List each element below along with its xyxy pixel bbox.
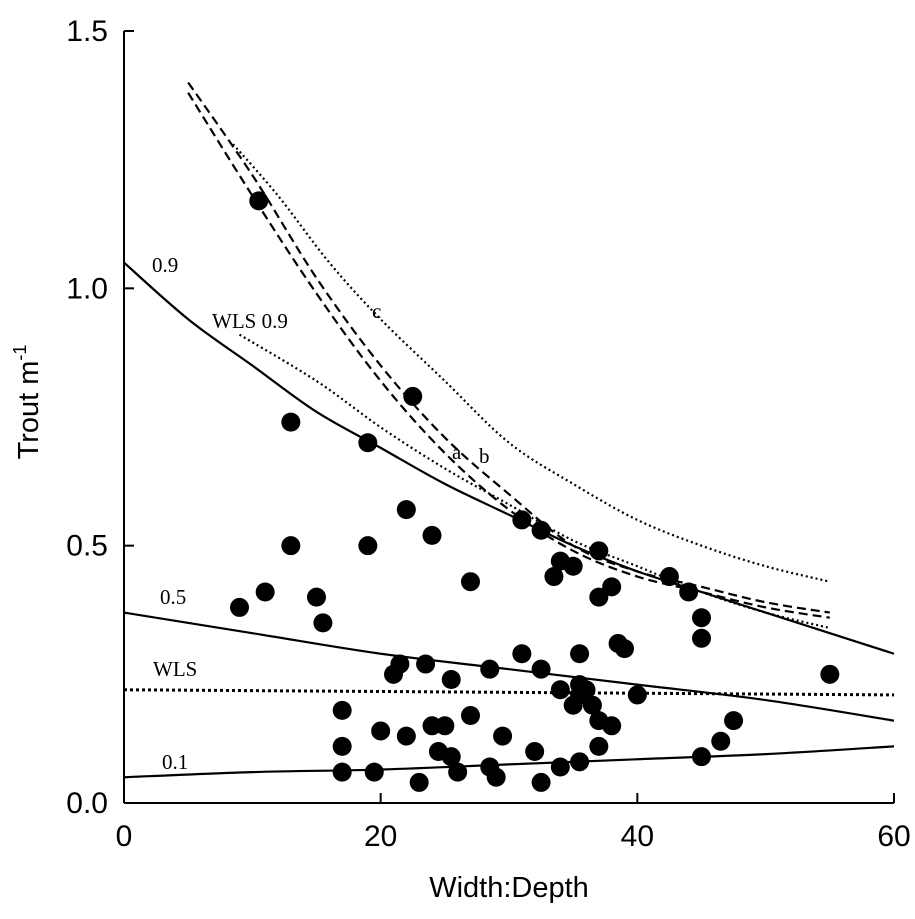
- data-point: [550, 757, 570, 777]
- data-point: [589, 587, 609, 607]
- data-point: [570, 752, 590, 772]
- data-point: [679, 582, 699, 602]
- data-point: [307, 587, 326, 607]
- data-point: [371, 721, 391, 741]
- labels: Width:Depth Trout m-1 0.9 0.5 0.1 WLS WLS 0.…: [10, 253, 589, 904]
- curve-label-wls: WLS: [153, 657, 197, 681]
- data-point: [332, 762, 352, 782]
- data-point: [332, 736, 352, 756]
- curve-wls: [123, 688, 895, 697]
- data-point: [422, 525, 442, 545]
- x-tick-label: 0: [116, 820, 133, 853]
- curve-label-0-9: 0.9: [152, 253, 178, 277]
- data-point: [332, 700, 352, 720]
- curve-label-0-5: 0.5: [160, 585, 186, 609]
- data-point: [692, 747, 711, 767]
- curve-0-9: [123, 261, 895, 655]
- data-point: [531, 659, 551, 679]
- data-point: [486, 767, 506, 787]
- data-point: [525, 742, 545, 762]
- data-point: [396, 726, 416, 746]
- y-tick-label: 1.5: [66, 15, 108, 48]
- data-point: [480, 659, 500, 679]
- data-point: [435, 716, 455, 736]
- curve-label-c: c: [372, 299, 381, 323]
- data-point: [281, 412, 301, 432]
- data-point: [550, 680, 570, 700]
- data-point: [563, 695, 583, 715]
- data-point: [582, 695, 602, 715]
- data-point: [711, 731, 731, 751]
- data-point: [358, 433, 378, 453]
- data-point: [820, 664, 840, 684]
- data-point: [441, 747, 461, 767]
- data-point: [230, 597, 249, 617]
- data-point: [627, 685, 647, 705]
- data-point: [692, 628, 711, 648]
- data-point: [589, 541, 609, 561]
- data-point: [461, 572, 480, 592]
- data-point: [255, 582, 275, 602]
- curve-0-5: [123, 611, 895, 722]
- data-point: [589, 711, 609, 731]
- data-point: [358, 536, 378, 556]
- y-axis-title-superscript: -1: [10, 345, 30, 361]
- data-point: [409, 772, 429, 792]
- data-point: [724, 711, 744, 731]
- data-point: [589, 736, 609, 756]
- x-tick-label: 40: [621, 820, 654, 853]
- curve-label-b: b: [479, 444, 490, 468]
- curves: [123, 81, 895, 779]
- curve-0-1: [123, 745, 895, 779]
- data-point: [531, 520, 551, 540]
- data-point: [692, 608, 711, 628]
- x-tick-label: 20: [364, 820, 397, 853]
- curve-c: [232, 143, 831, 583]
- data-point: [563, 556, 583, 576]
- curve-wls-0-9: [238, 333, 831, 630]
- curve-label-wls-0-9: WLS 0.9: [212, 309, 288, 333]
- data-point: [602, 577, 622, 597]
- data-point: [249, 191, 269, 211]
- data-point: [403, 386, 423, 406]
- curve-label-0-1: 0.1: [162, 750, 188, 774]
- data-point: [493, 726, 513, 746]
- data-point: [570, 644, 590, 664]
- data-point: [416, 654, 436, 674]
- curve-label-a: a: [452, 440, 462, 464]
- data-point: [281, 536, 301, 556]
- data-points: [230, 191, 840, 792]
- data-point: [313, 613, 333, 633]
- y-tick-label: 0.5: [66, 530, 108, 563]
- y-axis-title: Trout m-1: [10, 345, 45, 460]
- y-tick-label: 1.0: [66, 272, 108, 305]
- axes: 0.0 0.5 1.0 1.5 0 20 40 60: [66, 15, 910, 853]
- curve-a: [187, 92, 831, 619]
- data-point: [512, 644, 532, 664]
- data-point: [396, 500, 416, 520]
- data-point: [441, 669, 461, 689]
- curve-b: [187, 81, 831, 614]
- data-point: [615, 639, 634, 659]
- y-axis-title-main: Trout m: [13, 361, 45, 460]
- data-point: [461, 706, 480, 726]
- data-point: [512, 510, 532, 530]
- y-tick-label: 0.0: [66, 787, 108, 820]
- data-point: [531, 772, 551, 792]
- data-point: [384, 664, 403, 684]
- data-point: [659, 567, 679, 587]
- data-point: [448, 762, 468, 782]
- x-axis-title: Width:Depth: [429, 872, 589, 904]
- data-point: [364, 762, 384, 782]
- data-point: [544, 567, 564, 587]
- x-tick-label: 60: [877, 820, 910, 853]
